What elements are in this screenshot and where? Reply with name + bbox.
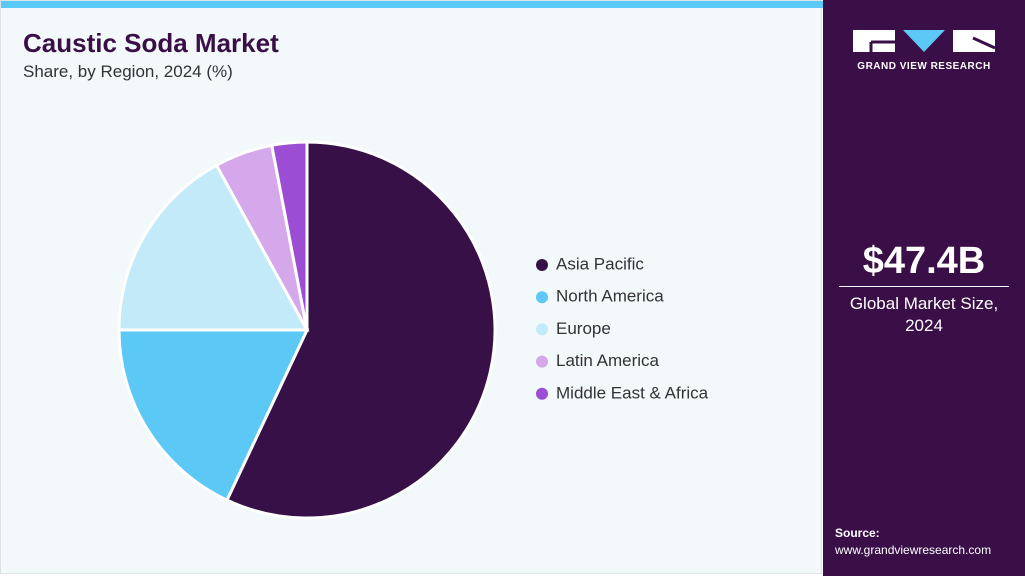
legend-swatch [536, 291, 548, 304]
logo-detail [972, 36, 996, 50]
divider [839, 286, 1009, 287]
legend-label: Asia Pacific [556, 254, 644, 273]
logo-block [953, 30, 995, 52]
legend-swatch [536, 323, 548, 336]
chart-panel: Caustic Soda Market Share, by Region, 20… [0, 0, 823, 574]
source-url: www.grandviewresearch.com [835, 543, 992, 557]
pie-slice [224, 140, 497, 520]
brand-name: GRAND VIEW RESEARCH [857, 61, 991, 72]
sidebar: GRAND VIEW RESEARCH $47.4B Global Market… [823, 0, 1025, 576]
chart: Asia Pacific North America Europe Latin Ame… [117, 140, 709, 520]
top-accent-bar [1, 1, 823, 8]
legend-label: Europe [556, 319, 611, 338]
chart-title: Caustic Soda Market [23, 28, 279, 58]
logo [853, 30, 996, 52]
logo-detail [869, 40, 895, 52]
legend-swatch [536, 355, 548, 368]
legend-label: North America [556, 287, 664, 306]
logo-block [903, 30, 945, 52]
pie-slice [117, 163, 310, 332]
legend-swatch [536, 387, 548, 400]
chart-subtitle: Share, by Region, 2024 (%) [23, 62, 233, 81]
market-size-label: Global Market Size, 2024 [849, 294, 999, 335]
market-size: $47.4B [862, 240, 986, 282]
source-label: Source: [835, 526, 880, 540]
legend-label: Middle East & Africa [556, 383, 709, 402]
pie-slice [117, 328, 310, 503]
pie-slice [270, 140, 309, 331]
legend-label: Latin America [556, 351, 660, 370]
legend-swatch [536, 259, 548, 271]
